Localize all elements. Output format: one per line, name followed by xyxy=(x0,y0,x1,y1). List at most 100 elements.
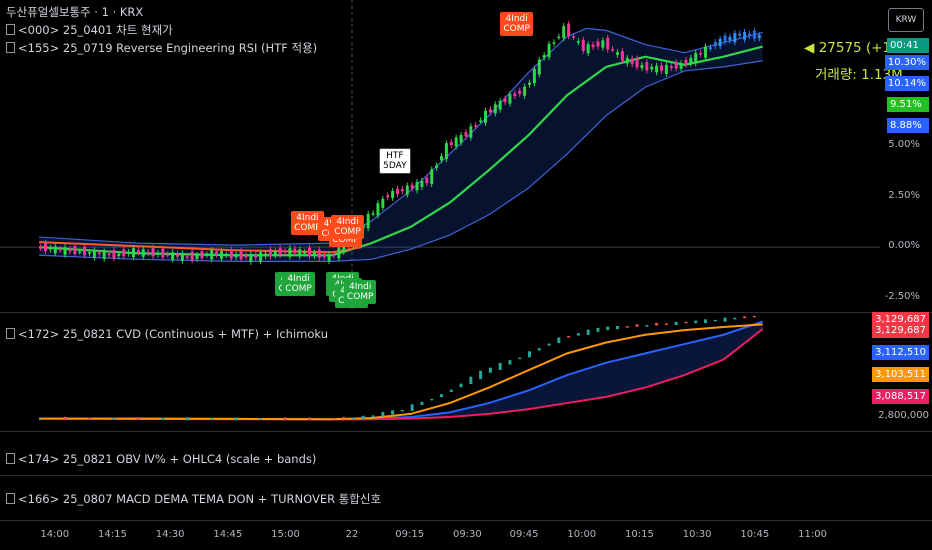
cvd-candle xyxy=(567,336,571,338)
candle xyxy=(493,104,497,114)
cvd-candle xyxy=(713,319,717,322)
cvd-candle xyxy=(743,316,747,319)
pane-separator[interactable] xyxy=(0,431,932,432)
time-axis-separator xyxy=(0,520,932,521)
cvd-candle xyxy=(479,370,483,380)
currency-button[interactable]: KRW xyxy=(888,8,924,32)
cvd-candle xyxy=(371,415,375,417)
candle xyxy=(224,254,228,256)
indicator-title-2[interactable]: <155> 25_0719 Reverse Engineering RSI (H… xyxy=(6,40,317,56)
time-axis-label: 14:15 xyxy=(98,529,127,540)
cvd-candle xyxy=(645,325,649,327)
cvd-candle xyxy=(606,326,610,331)
candle xyxy=(58,248,62,251)
candle xyxy=(757,35,761,39)
indicator-title-1[interactable]: <000> 25_0401 차트 현재가 xyxy=(6,22,173,38)
main-pane[interactable] xyxy=(0,0,880,312)
candle xyxy=(572,36,575,38)
candle xyxy=(102,251,106,259)
cvd-candle xyxy=(704,319,707,324)
candle xyxy=(503,98,507,102)
candle xyxy=(39,247,43,249)
time-axis-label: 10:30 xyxy=(682,529,712,540)
candle xyxy=(195,255,199,259)
candle xyxy=(312,252,316,257)
time-axis-label: 11:00 xyxy=(798,529,827,540)
candle xyxy=(537,59,541,75)
candle xyxy=(469,126,473,138)
macd-title[interactable]: <166> 25_0807 MACD DEMA TEMA DON + TURNO… xyxy=(6,491,381,507)
pane-separator[interactable] xyxy=(0,475,932,476)
candle xyxy=(425,177,429,184)
symbol-title[interactable]: 두산퓨얼셀보통주 · 1 · KRX xyxy=(6,5,144,19)
candle xyxy=(273,251,277,256)
cvd-candle xyxy=(528,351,531,358)
candle xyxy=(327,254,331,262)
ichimoku-cloud xyxy=(39,321,763,420)
candle xyxy=(264,253,267,257)
band-lower-line xyxy=(39,60,763,262)
cvd-candle xyxy=(694,320,698,324)
candle xyxy=(581,39,585,51)
candle xyxy=(689,57,693,64)
candle xyxy=(171,252,175,260)
candle xyxy=(298,249,302,257)
candle xyxy=(117,253,121,257)
cvd-candle xyxy=(63,416,67,420)
candle xyxy=(562,26,566,39)
cvd-candle xyxy=(210,418,214,420)
candle xyxy=(220,251,223,259)
pane-separator[interactable] xyxy=(0,312,932,313)
candle xyxy=(743,31,747,40)
candle xyxy=(308,247,311,257)
candle xyxy=(127,251,131,254)
candle xyxy=(78,251,82,253)
candle xyxy=(176,253,179,257)
candle xyxy=(738,33,742,36)
cvd-candle xyxy=(449,389,453,392)
candle xyxy=(88,252,91,254)
candle xyxy=(552,42,556,44)
candle xyxy=(293,248,297,254)
candle xyxy=(650,66,654,70)
candle xyxy=(752,30,756,39)
cvd-candle xyxy=(518,357,522,360)
cvd-candle xyxy=(586,329,590,335)
signal-badge[interactable]: HTF 5DAY xyxy=(379,148,411,175)
time-axis-label: 10:45 xyxy=(740,529,770,540)
cvd-chart[interactable] xyxy=(0,313,880,431)
obv-title[interactable]: <174> 25_0821 OBV Ⅳ% + OHLC4 (scale + ba… xyxy=(6,452,316,466)
candle xyxy=(699,52,703,55)
cvd-candle xyxy=(459,383,463,388)
cvd-candle xyxy=(39,418,43,421)
candle xyxy=(229,249,233,259)
candle xyxy=(454,137,458,147)
candle xyxy=(616,52,619,55)
time-axis-label: 15:00 xyxy=(271,529,300,540)
main-price-scale[interactable]: 5.00% 2.50% 0.00% -2.50% 00:41 10.30% 10.14% 9.… xyxy=(880,0,932,312)
cvd-scale[interactable]: 3,129,687 3,129,687 3,112,510 3,103,511 3,08… xyxy=(872,312,932,431)
main-chart[interactable] xyxy=(0,0,880,312)
cvd-scale-tick: 2,800,000 xyxy=(878,410,929,421)
ma-fast-line xyxy=(39,45,763,257)
cvd-pane[interactable] xyxy=(0,313,880,431)
time-axis-label: 14:45 xyxy=(213,529,243,540)
candle xyxy=(591,44,595,48)
candle xyxy=(215,251,219,255)
candle xyxy=(73,245,77,255)
cvd-candle xyxy=(537,348,541,351)
candle xyxy=(723,35,727,43)
candle xyxy=(107,253,111,256)
cvd-candle xyxy=(136,417,140,420)
cvd-title[interactable]: <172> 25_0821 CVD (Continuous + MTF) + I… xyxy=(6,327,328,341)
candle xyxy=(317,249,321,259)
candle xyxy=(669,66,673,68)
candle xyxy=(278,248,282,256)
cvd-candle xyxy=(161,418,165,420)
candle xyxy=(376,203,380,216)
